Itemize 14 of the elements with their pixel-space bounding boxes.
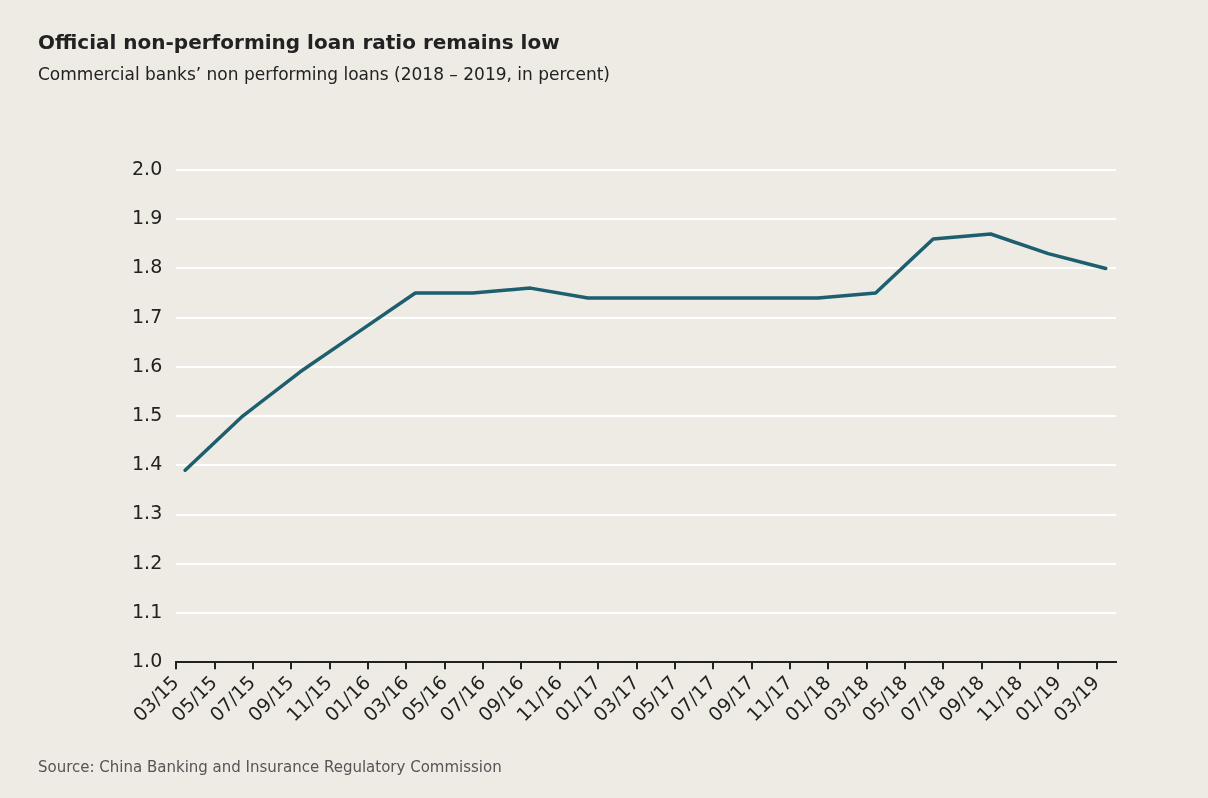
y-tick-label: 1.1 (132, 599, 163, 622)
y-tick-label: 2.0 (132, 156, 163, 179)
chart-title: Official non-performing loan ratio remains low (38, 30, 560, 54)
y-tick-label: 1.2 (132, 550, 163, 573)
y-tick-label: 1.9 (132, 206, 163, 229)
source-note: Source: China Banking and Insurance Regulatory Commission (38, 758, 502, 776)
y-tick-label: 1.5 (132, 403, 163, 426)
y-tick-label: 1.3 (132, 501, 163, 524)
y-tick-label: 1.4 (132, 452, 163, 475)
chart-subtitle: Commercial banks’ non performing loans (2018 – 2019, in percent) (38, 64, 610, 84)
y-tick-label: 1.8 (132, 255, 163, 278)
y-tick-label: 1.6 (132, 353, 163, 376)
y-tick-label: 1.0 (132, 649, 163, 672)
y-tick-label: 1.7 (132, 304, 163, 327)
